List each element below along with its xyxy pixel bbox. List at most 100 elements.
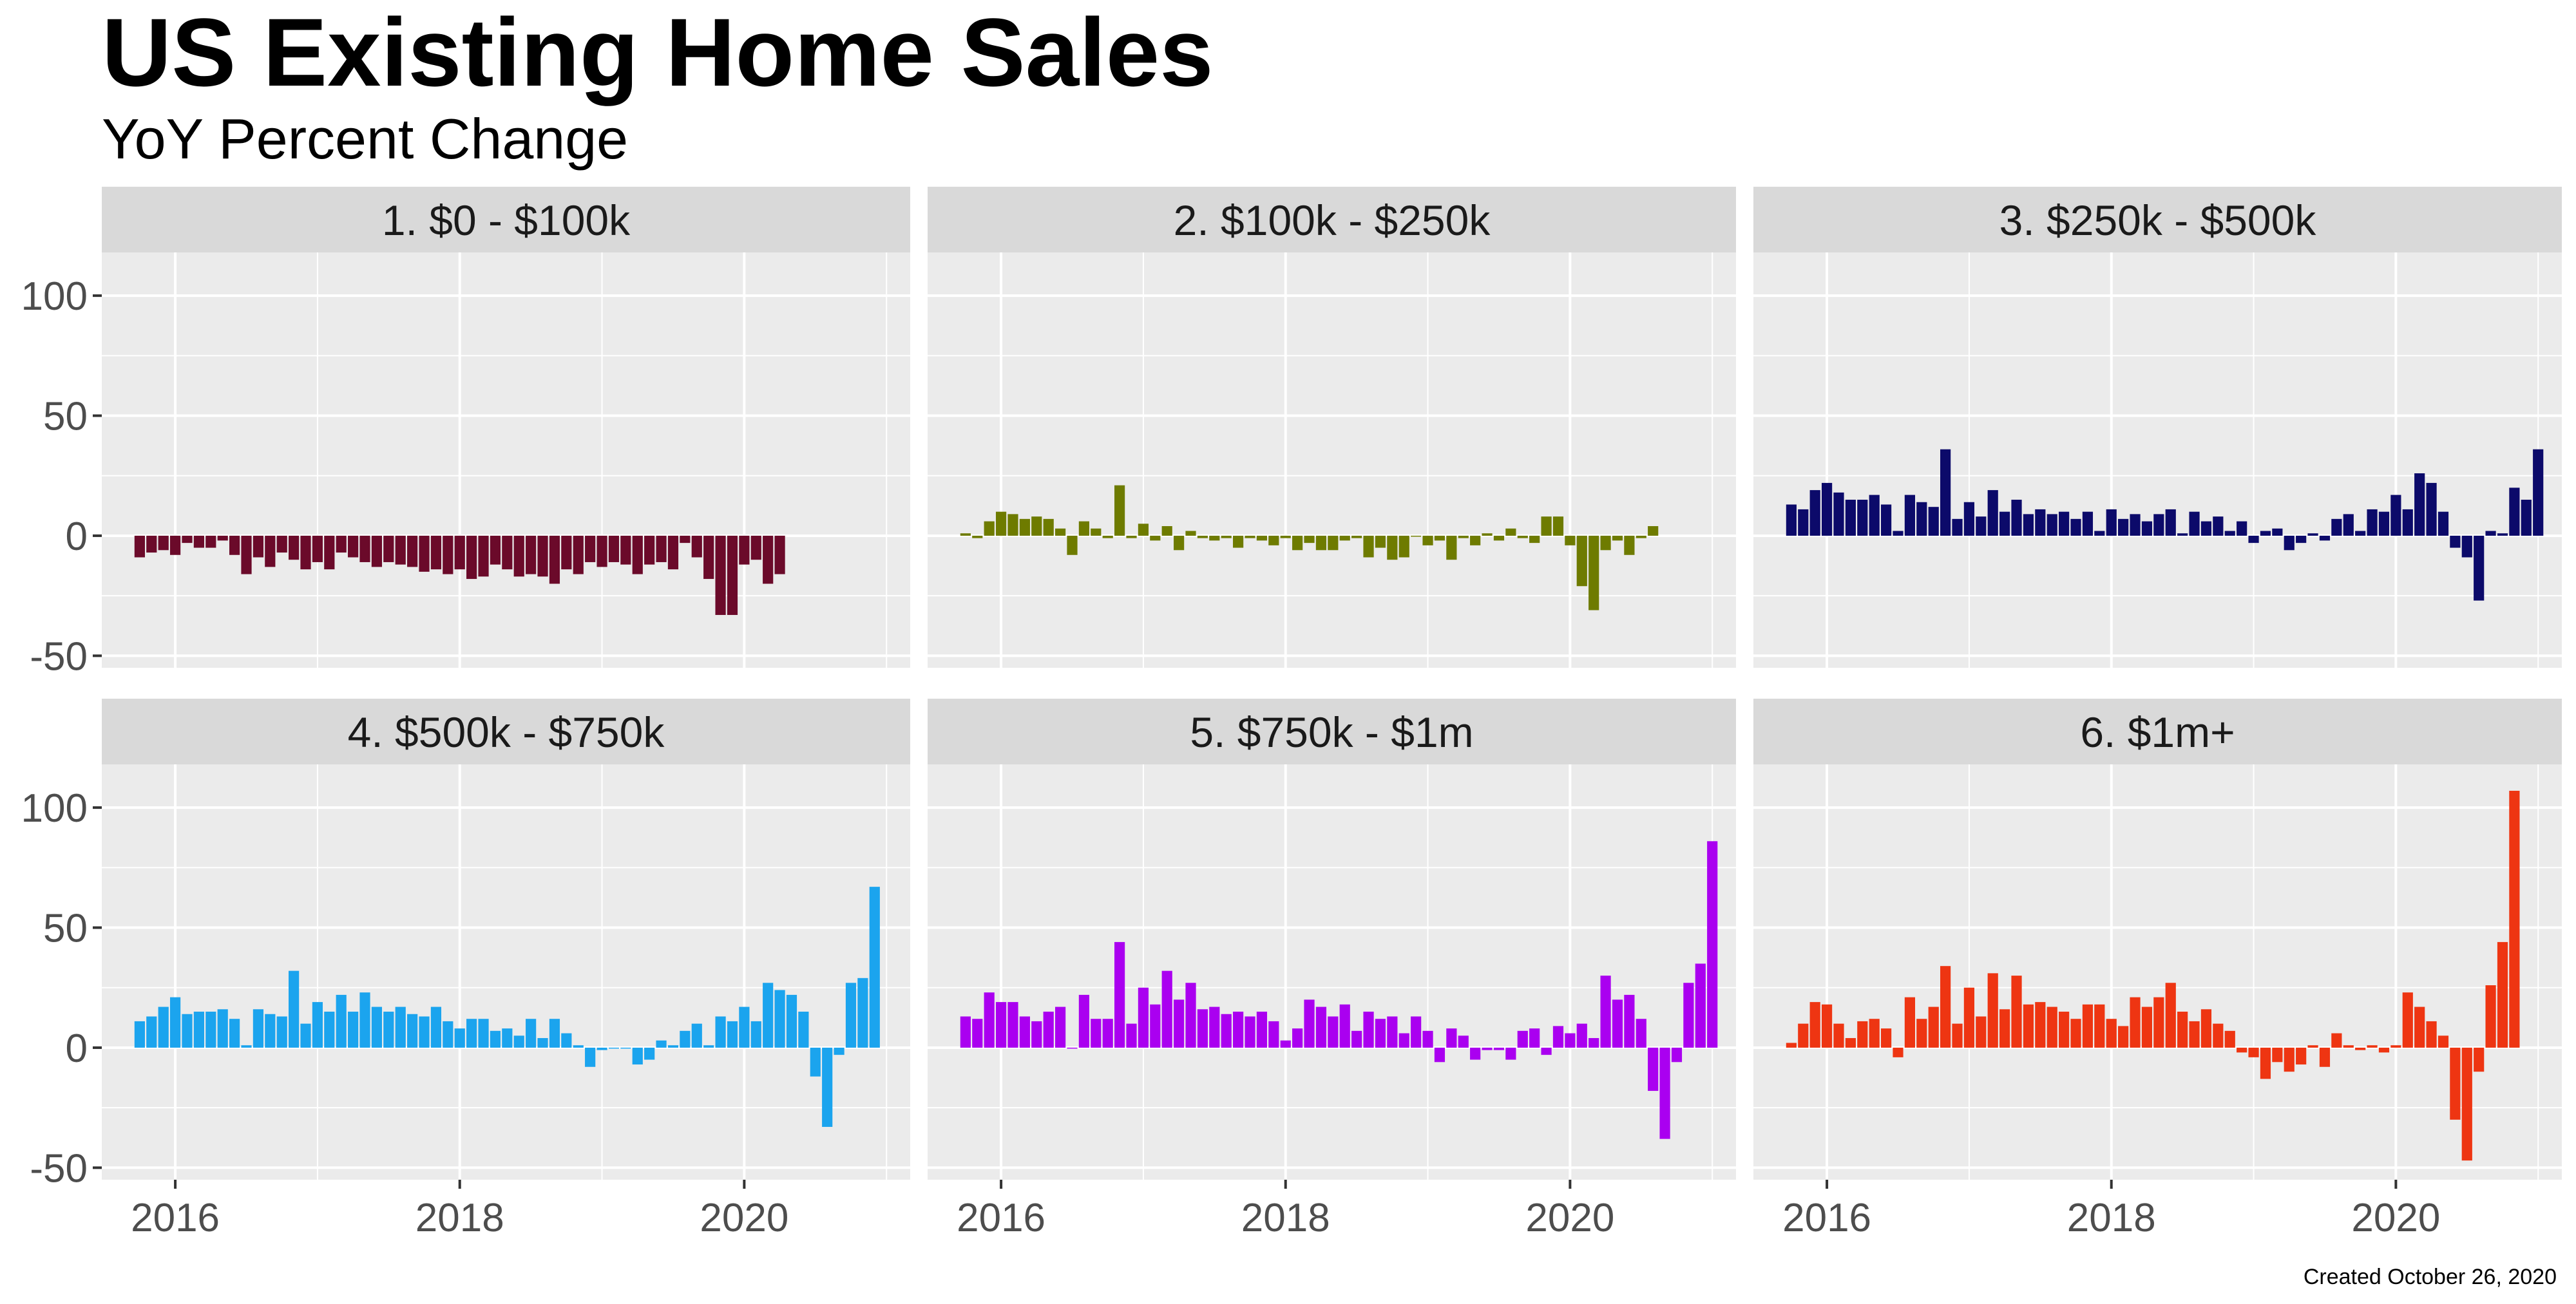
bar — [1150, 1004, 1161, 1048]
bar — [526, 1019, 537, 1048]
facet-label: 5. $750k - $1m — [1190, 708, 1473, 756]
bar — [1624, 535, 1635, 555]
bar — [2082, 1004, 2094, 1048]
bar — [2237, 521, 2247, 536]
bar — [1833, 492, 1844, 536]
bar — [2106, 1019, 2117, 1048]
bar — [1821, 482, 1833, 536]
bar — [1268, 535, 1279, 545]
bar — [1940, 966, 1951, 1048]
bar — [1707, 841, 1718, 1048]
bar — [1328, 1016, 1339, 1048]
bar — [229, 1019, 240, 1048]
bar — [1185, 983, 1196, 1048]
bar — [134, 1021, 145, 1048]
bar — [443, 1021, 453, 1048]
facet-label: 6. $1m+ — [2080, 708, 2235, 756]
bar — [2402, 509, 2413, 536]
panel-background — [928, 252, 1736, 668]
bar — [2296, 535, 2307, 543]
bar — [1422, 1030, 1433, 1048]
bar — [371, 535, 383, 567]
bar — [1833, 1023, 1844, 1048]
bar — [1007, 1002, 1018, 1048]
bar — [1221, 1014, 1232, 1048]
bar — [2378, 1047, 2390, 1053]
bar — [205, 1012, 216, 1048]
bar — [1671, 1047, 1683, 1063]
bar — [407, 1014, 418, 1048]
bar — [276, 535, 287, 553]
x-tick-label: 2020 — [700, 1196, 788, 1240]
bar — [1091, 1019, 1102, 1048]
bar — [1576, 1023, 1587, 1048]
bar — [395, 535, 406, 565]
bar — [1446, 535, 1457, 560]
bar — [1541, 516, 1552, 536]
facet-strip — [928, 187, 1736, 252]
bar — [289, 535, 300, 560]
bar — [2402, 992, 2413, 1048]
bar — [276, 1016, 287, 1048]
bar — [750, 1021, 761, 1048]
bar — [490, 535, 501, 565]
bar — [2284, 535, 2295, 551]
bar — [312, 535, 323, 562]
bar — [1126, 1023, 1137, 1048]
bar — [502, 535, 513, 570]
bar — [2426, 1021, 2437, 1048]
bar — [995, 511, 1007, 536]
bar — [1078, 994, 1089, 1048]
bar — [1916, 502, 1927, 536]
bar — [2213, 516, 2224, 536]
facet-label: 3. $250k - $500k — [1999, 196, 2317, 244]
bar — [1387, 535, 1398, 560]
bar — [289, 970, 300, 1048]
facet-panel-4: 4. $500k - $750k -50 0 50 100 2016 2018 2020 — [21, 699, 910, 1240]
y-tick-label: 100 — [21, 274, 88, 319]
bar — [1398, 535, 1409, 558]
bar — [1304, 999, 1315, 1048]
x-tick-label: 2016 — [131, 1196, 220, 1240]
bar — [1648, 526, 1659, 536]
bar — [573, 535, 584, 574]
bar — [1245, 1016, 1255, 1048]
bar — [2307, 533, 2318, 536]
bar — [596, 535, 607, 567]
bar — [2200, 1009, 2212, 1048]
bar — [2130, 514, 2141, 536]
facet-label: 4. $500k - $750k — [348, 708, 665, 756]
bar — [984, 521, 995, 536]
facet-panel-1: 1. $0 - $100k -50 0 50 100 — [21, 187, 910, 679]
bar — [1845, 500, 1856, 536]
chart-title: US Existing Home Sales — [102, 0, 1214, 106]
bar — [1411, 1016, 1422, 1048]
bar — [1999, 511, 2010, 536]
bar — [857, 978, 868, 1048]
bar — [1940, 449, 1951, 536]
bar — [1387, 1016, 1398, 1048]
bar — [241, 1045, 252, 1048]
bar — [1809, 490, 1820, 536]
bar — [407, 535, 418, 567]
bar — [2260, 1047, 2271, 1079]
bar — [1339, 1004, 1350, 1048]
bar — [1031, 1021, 1042, 1048]
bar — [300, 1023, 311, 1048]
bar — [1067, 535, 1078, 555]
bar — [241, 535, 252, 574]
facet-strip — [1753, 187, 2562, 252]
bar — [632, 535, 643, 574]
bar — [2509, 791, 2520, 1048]
facet-strip — [1753, 699, 2562, 764]
bar — [1963, 502, 1975, 536]
bar — [1185, 531, 1196, 536]
x-tick-label: 2020 — [1525, 1196, 1614, 1240]
bar — [2165, 983, 2176, 1048]
bar — [2438, 1035, 2449, 1048]
bar — [2260, 531, 2271, 536]
bar — [1268, 1021, 1279, 1048]
bar — [2189, 511, 2200, 536]
bar — [2296, 1047, 2307, 1065]
bar — [1928, 1006, 1939, 1048]
